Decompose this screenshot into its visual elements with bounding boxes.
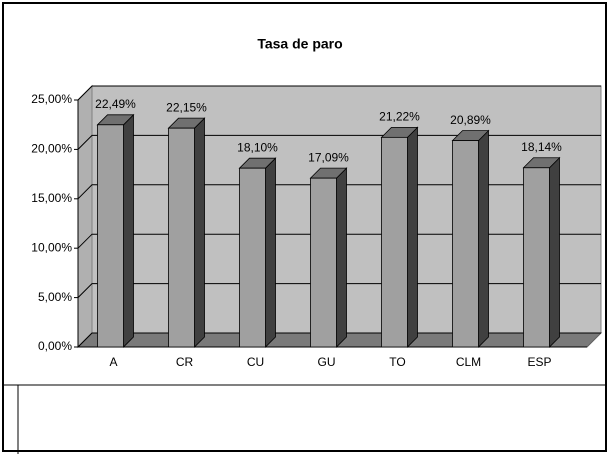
grid-line xyxy=(77,184,601,200)
bar-side xyxy=(549,156,560,348)
bar-side xyxy=(265,157,276,348)
value-label: 20,89% xyxy=(450,113,491,127)
bar-side xyxy=(336,167,347,348)
grid-line xyxy=(77,332,601,348)
y-tick-label: 0,00% xyxy=(38,339,72,353)
bar-side xyxy=(123,113,134,348)
x-tick-label: A xyxy=(109,355,117,369)
value-label: 17,09% xyxy=(308,150,349,164)
bar xyxy=(239,167,266,348)
value-label: 18,14% xyxy=(521,140,562,154)
bar xyxy=(97,124,124,348)
y-tick-label: 25,00% xyxy=(31,92,72,106)
bar xyxy=(310,177,337,348)
bar xyxy=(381,136,408,348)
x-tick-label: CR xyxy=(176,355,194,369)
side-wall xyxy=(77,84,93,349)
value-label: 18,10% xyxy=(237,140,278,154)
grid-line xyxy=(77,233,601,249)
x-tick-label: TO xyxy=(389,355,405,369)
x-tick-label: CU xyxy=(247,355,264,369)
bar xyxy=(523,167,550,348)
y-tick-label: 10,00% xyxy=(31,240,72,254)
grid-line xyxy=(77,283,601,298)
bar-side xyxy=(194,117,205,348)
y-tick-label: 20,00% xyxy=(31,142,72,156)
grid-line xyxy=(77,85,601,101)
chart-title: Tasa de paro xyxy=(257,36,342,52)
bar-side xyxy=(407,126,418,348)
grid-line xyxy=(77,134,601,150)
value-label: 21,22% xyxy=(379,110,420,124)
bar-side xyxy=(478,129,489,348)
bar xyxy=(452,140,479,348)
x-tick-label: CLM xyxy=(456,355,481,369)
x-tick-label: ESP xyxy=(527,355,551,369)
value-label: 22,15% xyxy=(166,100,207,114)
y-tick-label: 5,00% xyxy=(38,290,72,304)
bar xyxy=(168,127,195,348)
x-tick-label: GU xyxy=(318,355,336,369)
value-label: 22,49% xyxy=(95,97,136,111)
y-tick-label: 15,00% xyxy=(31,191,72,205)
